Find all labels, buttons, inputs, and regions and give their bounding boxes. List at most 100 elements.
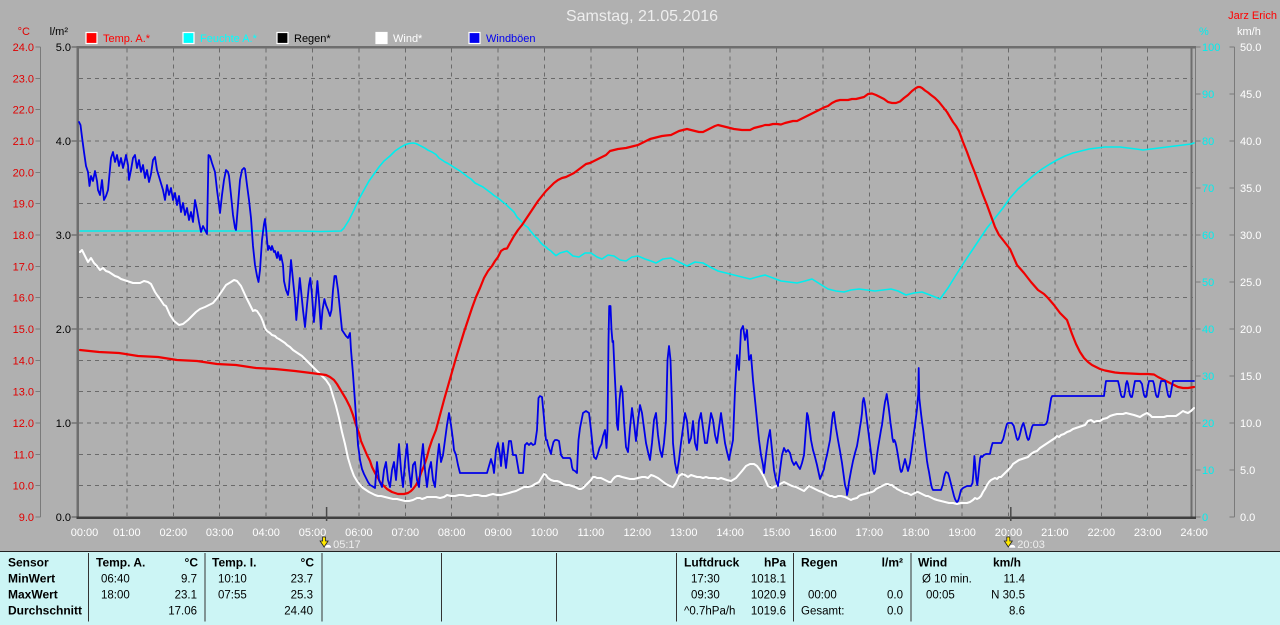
svg-text:hPa: hPa [764, 556, 786, 570]
svg-text:80: 80 [1202, 136, 1214, 148]
svg-text:Regen*: Regen* [294, 33, 331, 45]
svg-text:0.0: 0.0 [887, 590, 903, 602]
svg-text:07:55: 07:55 [218, 590, 247, 602]
svg-text:Durchschnitt: Durchschnitt [8, 604, 82, 618]
svg-text:9.0: 9.0 [19, 512, 34, 524]
svg-text:21.0: 21.0 [13, 136, 34, 148]
svg-text:40: 40 [1202, 324, 1214, 336]
svg-text:Windböen: Windböen [486, 33, 536, 45]
svg-text:04:00: 04:00 [252, 527, 280, 539]
svg-text:Temp. A.: Temp. A. [96, 556, 145, 570]
svg-text:N 30.5: N 30.5 [991, 590, 1025, 602]
svg-text:0: 0 [1202, 512, 1208, 524]
svg-text:20.0: 20.0 [1240, 324, 1261, 336]
svg-text:Temp. I.: Temp. I. [212, 556, 256, 570]
svg-text:07:00: 07:00 [392, 527, 420, 539]
svg-text:11.0: 11.0 [13, 449, 34, 461]
svg-text:Feuchte A.*: Feuchte A.* [200, 33, 258, 45]
svg-text:00:00: 00:00 [71, 527, 99, 539]
svg-text:50: 50 [1202, 277, 1214, 289]
svg-text:10: 10 [1202, 465, 1214, 477]
svg-text:24:00: 24:00 [1180, 527, 1208, 539]
svg-text:10.0: 10.0 [1240, 418, 1261, 430]
svg-text:1018.1: 1018.1 [751, 574, 786, 586]
svg-text:12:00: 12:00 [624, 527, 652, 539]
svg-text:10.0: 10.0 [13, 481, 34, 493]
svg-text:06:40: 06:40 [101, 574, 130, 586]
svg-text:17:30: 17:30 [691, 574, 720, 586]
svg-text:17.0: 17.0 [13, 261, 34, 273]
svg-text:4.0: 4.0 [56, 136, 71, 148]
svg-text:23:00: 23:00 [1134, 527, 1162, 539]
svg-text:3.0: 3.0 [56, 230, 71, 242]
svg-text:90: 90 [1202, 89, 1214, 101]
svg-text:15.0: 15.0 [13, 324, 34, 336]
svg-text:03:00: 03:00 [206, 527, 234, 539]
svg-text:13:00: 13:00 [670, 527, 698, 539]
svg-text:02:00: 02:00 [160, 527, 188, 539]
svg-text:Ø 10 min.: Ø 10 min. [922, 574, 972, 586]
svg-text:l/m²: l/m² [882, 556, 903, 570]
svg-text:60: 60 [1202, 230, 1214, 242]
svg-text:5.0: 5.0 [1240, 465, 1255, 477]
svg-text:09:00: 09:00 [484, 527, 512, 539]
svg-text:09:30: 09:30 [691, 590, 720, 602]
svg-text:23.7: 23.7 [291, 574, 313, 586]
svg-text:km/h: km/h [993, 556, 1021, 570]
svg-text:l/m²: l/m² [50, 26, 69, 38]
svg-text:°C: °C [18, 26, 30, 38]
svg-text:00:00: 00:00 [808, 590, 837, 602]
svg-text:06:00: 06:00 [345, 527, 373, 539]
svg-text:14.0: 14.0 [13, 355, 34, 367]
svg-text:0.0: 0.0 [887, 606, 903, 618]
svg-text:Gesamt:: Gesamt: [801, 606, 844, 618]
svg-text:12.0: 12.0 [13, 418, 34, 430]
svg-text:9.7: 9.7 [181, 574, 197, 586]
svg-text:10:10: 10:10 [218, 574, 247, 586]
svg-text:30: 30 [1202, 371, 1214, 383]
svg-text:^0.7hPa/h: ^0.7hPa/h [684, 606, 735, 618]
svg-text:100: 100 [1202, 42, 1220, 54]
svg-text:km/h: km/h [1237, 26, 1261, 38]
svg-text:24.0: 24.0 [13, 42, 34, 54]
svg-text:05:00: 05:00 [299, 527, 327, 539]
svg-text:19:00: 19:00 [948, 527, 976, 539]
svg-text:0.0: 0.0 [1240, 512, 1255, 524]
svg-text:21:00: 21:00 [1041, 527, 1069, 539]
svg-text:MinWert: MinWert [8, 572, 55, 586]
svg-text:70: 70 [1202, 183, 1214, 195]
svg-text:1020.9: 1020.9 [751, 590, 786, 602]
svg-text:18:00: 18:00 [902, 527, 930, 539]
svg-text:Samstag, 21.05.2016: Samstag, 21.05.2016 [566, 8, 718, 25]
svg-text:00:05: 00:05 [926, 590, 955, 602]
svg-text:18.0: 18.0 [13, 230, 34, 242]
svg-text:50.0: 50.0 [1240, 42, 1261, 54]
svg-text:45.0: 45.0 [1240, 89, 1261, 101]
svg-text:16:00: 16:00 [809, 527, 837, 539]
svg-text:°C: °C [301, 556, 315, 570]
svg-text:Wind*: Wind* [393, 33, 423, 45]
svg-text:2.0: 2.0 [56, 324, 71, 336]
svg-text:15:00: 15:00 [763, 527, 791, 539]
svg-text:°C: °C [185, 556, 199, 570]
svg-text:Temp. A.*: Temp. A.* [103, 33, 151, 45]
svg-text:20.0: 20.0 [13, 167, 34, 179]
svg-text:8.6: 8.6 [1009, 606, 1025, 618]
svg-text:20:00: 20:00 [995, 527, 1023, 539]
svg-text:35.0: 35.0 [1240, 183, 1261, 195]
svg-text:40.0: 40.0 [1240, 136, 1261, 148]
svg-text:Sensor: Sensor [8, 556, 49, 570]
svg-text:17.06: 17.06 [168, 606, 197, 618]
svg-text:01:00: 01:00 [113, 527, 141, 539]
svg-text:5.0: 5.0 [56, 42, 71, 54]
svg-text:1.0: 1.0 [56, 418, 71, 430]
svg-text:Jarz Erich: Jarz Erich [1228, 10, 1277, 22]
svg-text:19.0: 19.0 [13, 199, 34, 211]
svg-text:11:00: 11:00 [578, 527, 605, 539]
svg-text:05:17: 05:17 [333, 539, 361, 551]
svg-text:15.0: 15.0 [1240, 371, 1261, 383]
svg-text:08:00: 08:00 [438, 527, 466, 539]
svg-text:20: 20 [1202, 418, 1214, 430]
svg-text:23.1: 23.1 [175, 590, 197, 602]
svg-text:23.0: 23.0 [13, 73, 34, 85]
